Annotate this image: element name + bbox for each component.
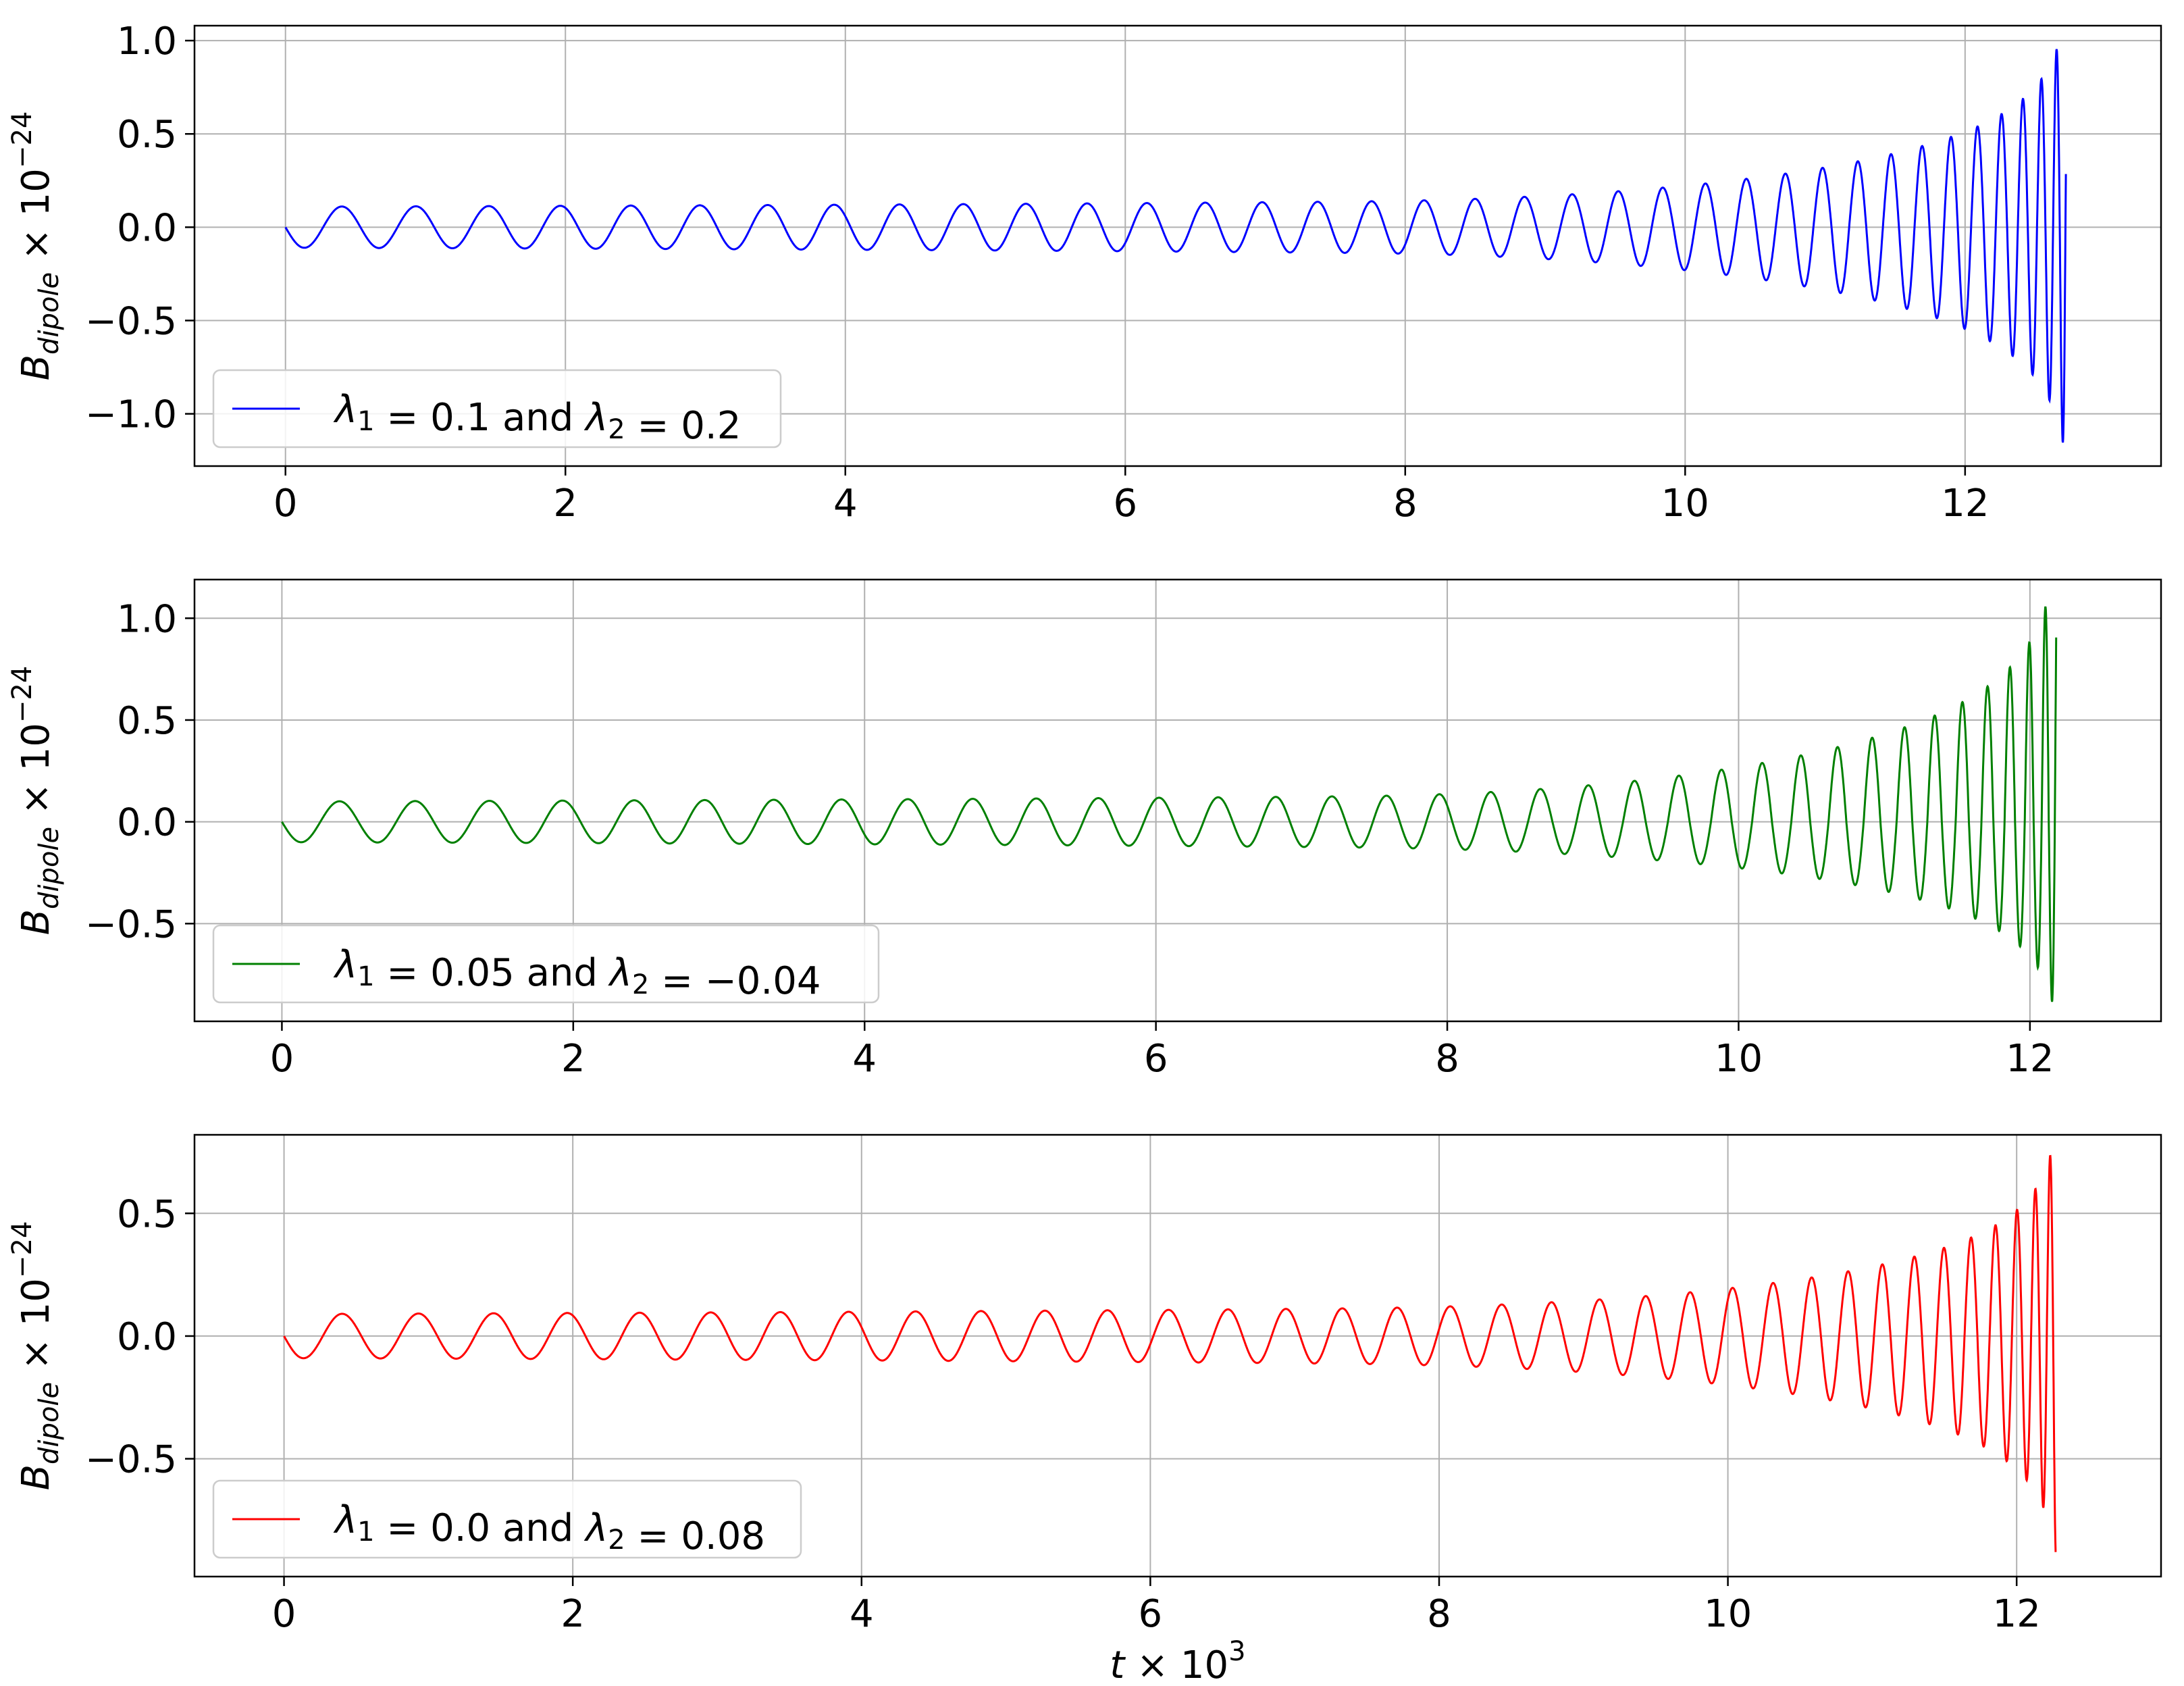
y-axis-label: Bdipole × 10−24	[7, 111, 65, 381]
legend-box	[212, 924, 880, 1004]
x-tick-label: 10	[1715, 1037, 1763, 1081]
series-line	[281, 606, 2058, 1002]
x-tick-label: 12	[1993, 1592, 2041, 1636]
chart-panel-2: 0 2 4 6 8 10 12 1.0 0.5 0.0 −0.5 Bdipole × 10−24 λ1 …	[7, 578, 2162, 1081]
plot-frame	[193, 24, 2162, 467]
x-tick-label: 8	[1435, 1037, 1459, 1081]
x-tick-label: 4	[852, 1037, 877, 1081]
y-tick-label: −0.5	[85, 902, 177, 946]
y-tick-label: 0.0	[117, 206, 177, 250]
x-tick-label: 2	[561, 1592, 585, 1636]
x-tick-label: 12	[1941, 482, 1989, 526]
legend-label: λ1 = 0.1 and λ2 = 0.2	[333, 388, 741, 448]
x-tick-label: 2	[553, 482, 577, 526]
x-tick-label: 8	[1393, 482, 1418, 526]
series-line	[283, 1154, 2057, 1552]
y-tick-label: 0.0	[117, 801, 177, 845]
plot-frame	[193, 1133, 2162, 1578]
x-tick-label: 2	[561, 1037, 586, 1081]
y-tick-label: −0.5	[85, 300, 177, 344]
y-tick-label: 0.5	[117, 1192, 177, 1236]
legend: λ1 = 0.0 and λ2 = 0.08	[212, 1479, 802, 1559]
legend: λ1 = 0.05 and λ2 = −0.04	[212, 924, 880, 1004]
y-axis-label: Bdipole × 10−24	[7, 1221, 65, 1491]
x-tick-label: 0	[270, 1037, 294, 1081]
y-axis-label: Bdipole × 10−24	[7, 666, 65, 936]
legend-box	[212, 369, 782, 449]
x-tick-label: 4	[833, 482, 858, 526]
legend-box	[212, 1479, 802, 1559]
x-axis-label: t × 103	[1110, 1636, 1245, 1686]
x-tick-label: 4	[850, 1592, 874, 1636]
x-tick-label: 0	[274, 482, 298, 526]
grid	[194, 1135, 2161, 1577]
y-tick-label: 0.5	[117, 699, 177, 743]
y-tick-label: 0.5	[117, 113, 177, 157]
y-tick-label: 0.0	[117, 1315, 177, 1359]
plot-frame	[193, 578, 2162, 1023]
y-tick-label: 1.0	[117, 597, 177, 641]
x-tick-label: 8	[1427, 1592, 1451, 1636]
legend: λ1 = 0.1 and λ2 = 0.2	[212, 369, 782, 449]
x-tick-label: 10	[1661, 482, 1709, 526]
y-tick-label: 1.0	[117, 20, 177, 63]
y-tick-label: −1.0	[85, 393, 177, 437]
y-tick-label: −0.5	[85, 1438, 177, 1482]
x-tick-label: 6	[1144, 1037, 1168, 1081]
x-tick-label: 12	[2006, 1037, 2054, 1081]
legend-label: λ1 = 0.0 and λ2 = 0.08	[333, 1498, 765, 1558]
series-line	[284, 49, 2067, 443]
chart-panel-3: 0 2 4 6 8 10 12 0.5 0.0 −0.5 Bdipole × 10−24 λ1 = 0…	[7, 1133, 2162, 1686]
x-tick-label: 6	[1113, 482, 1137, 526]
legend-label: λ1 = 0.05 and λ2 = −0.04	[333, 943, 821, 1003]
x-tick-label: 6	[1139, 1592, 1163, 1636]
x-tick-label: 10	[1704, 1592, 1752, 1636]
x-tick-label: 0	[272, 1592, 296, 1636]
chart-panel-1: 0 2 4 6 8 10 12 1.0 0.5 0.0 −0.5 −1.0 Bdipole × 10−2…	[7, 20, 2162, 526]
